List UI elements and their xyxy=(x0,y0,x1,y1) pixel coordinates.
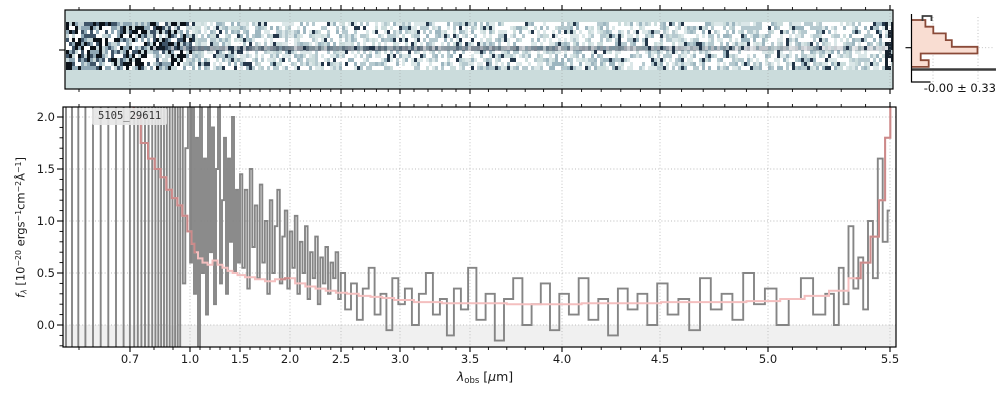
x-axis-label: λobs [μm] xyxy=(425,369,545,386)
axis-label-part: obs xyxy=(464,376,480,387)
profile-stats-annotation: -0.00 ± 0.33 xyxy=(923,81,996,95)
axis-label-part: μ xyxy=(488,369,497,384)
flux-spectrum-line xyxy=(65,107,890,347)
axis-label-part: Å xyxy=(13,172,28,181)
axis-label-part: λ xyxy=(456,369,465,384)
axis-label-part: −2 xyxy=(14,180,24,193)
y-axis-label: fλ [10−20 ergs−1cm−2Å−1] xyxy=(14,117,29,337)
uncertainty-dark-segment xyxy=(280,277,290,281)
profile-step-histogram xyxy=(911,19,979,68)
axis-label-part: cm xyxy=(13,192,28,210)
axis-label-part: [10 xyxy=(13,266,28,290)
axis-label-part: ergs xyxy=(13,221,28,251)
axis-label-part: m] xyxy=(496,369,514,384)
axis-label-part: f xyxy=(13,293,28,298)
source-id-label: 5105_29611 xyxy=(92,108,168,125)
profile-histogram-panel xyxy=(905,14,996,83)
axis-label-part: −1 xyxy=(14,161,24,173)
axis-label-part: λ xyxy=(19,289,29,294)
uncertainty-dark-segment xyxy=(855,107,892,280)
axis-label-part: [ xyxy=(479,369,489,384)
axis-label-part: −20 xyxy=(14,250,24,267)
2d-spectrum-panel xyxy=(59,5,894,94)
2d-noise-pixels xyxy=(66,22,893,70)
axis-label-part: −1 xyxy=(14,209,24,222)
profile-top-bump xyxy=(921,15,933,21)
below-zero-band xyxy=(63,325,896,347)
axis-label-part: ] xyxy=(13,156,28,162)
